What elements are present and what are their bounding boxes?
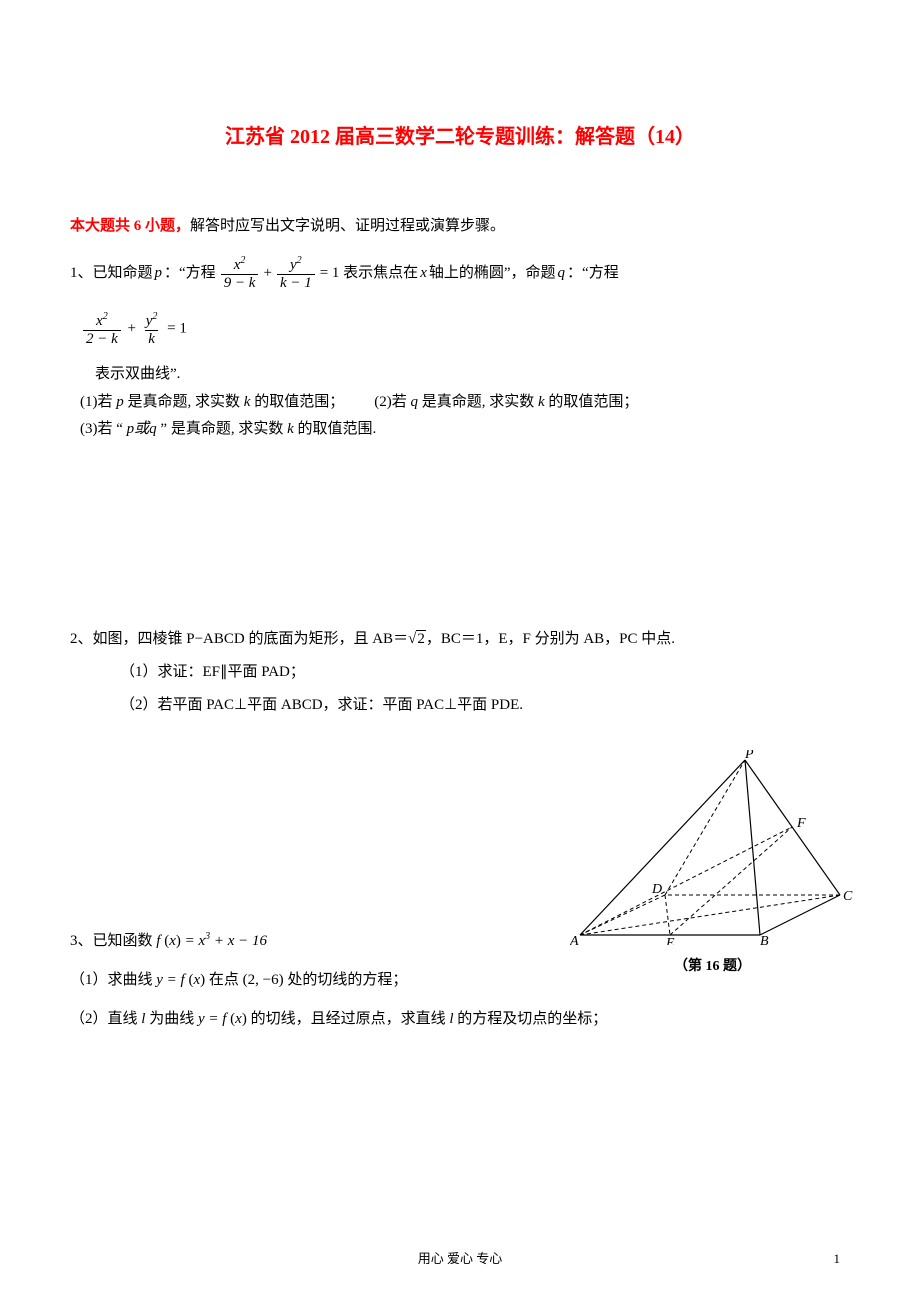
q1s2-q: q [410, 394, 418, 410]
q1s1-k: k [244, 394, 251, 410]
q2-sub2: （2）若平面 PAC⊥平面 ABCD，求证：平面 PAC⊥平面 PDE. [120, 689, 850, 722]
frac-1: x2 9 − k [221, 255, 259, 291]
q2-l1b: ，BC＝1，E，F 分别为 AB，PC 中点. [426, 631, 675, 647]
q1-eq-text: = 1 表示焦点在 [320, 260, 418, 287]
q1-colon: ：“方程 [164, 260, 216, 287]
q1-sub2: (2)若 q 是真命题, 求实数 k 的取值范围； [374, 389, 638, 416]
sup-2c: 2 [103, 311, 108, 322]
q3-fx: f (x) = x3 + x − 16 [156, 933, 267, 949]
q3s2-fx: y = f (x) [198, 1011, 247, 1027]
page-number: 1 [834, 1251, 841, 1267]
q1-x: x [420, 260, 427, 287]
q1s2a: (2)若 [374, 394, 407, 410]
q1s2c: 的取值范围； [548, 394, 638, 410]
q3s2b: 为曲线 [145, 1011, 198, 1027]
q1s1c: 的取值范围； [254, 394, 344, 410]
q3s2-x: x [235, 1011, 242, 1027]
edge-BP [745, 760, 760, 935]
edge-DE [665, 895, 670, 935]
sup-2d: 2 [152, 311, 157, 322]
sqrt-2: 2 [408, 623, 426, 656]
question-2: 2、如图，四棱锥 P−ABCD 的底面为矩形，且 AB＝ 2，BC＝1，E，F 分… [70, 623, 850, 722]
edge-DP [665, 760, 745, 895]
q1s3d: 的取值范围. [298, 421, 377, 437]
frac3-den: 2 − k [83, 330, 121, 348]
label-P: P [744, 750, 754, 762]
frac2-den: k − 1 [277, 274, 315, 292]
pyramid-diagram: P A B C D E F [570, 750, 855, 945]
plus-sign-2: + [128, 320, 140, 336]
q1s3b: p或q [127, 421, 157, 437]
edge-CP [745, 760, 840, 895]
q1-p: p [155, 260, 163, 287]
q1s1b: 是真命题, 求实数 [128, 394, 241, 410]
label-D: D [651, 882, 662, 897]
frac-4: y2 k [143, 311, 161, 347]
q3-eq: = x [181, 933, 205, 949]
q1-prefix: 1、已知命题 [70, 260, 153, 287]
q1s3c: ” 是真命题, 求实数 [160, 421, 283, 437]
q1-q-text: ：“方程 [567, 260, 619, 287]
q1s3a: (3)若 “ [80, 421, 123, 437]
frac4-den: k [145, 330, 158, 348]
q3s2d: 的切线，且经过原点，求直线 [247, 1011, 450, 1027]
q1-subquestions-row: (1)若 p 是真命题, 求实数 k 的取值范围； (2)若 q 是真命题, 求… [80, 389, 850, 416]
q1s3-k: k [287, 421, 294, 437]
q1-hyperbola-text: 表示双曲线”. [95, 359, 850, 389]
frac2-num: y [290, 257, 297, 273]
q3s1b: y = f [156, 972, 184, 988]
q2-l1a: 2、如图，四棱锥 P−ABCD 的底面为矩形，且 AB＝ [70, 631, 408, 647]
plus-sign-1: + [263, 260, 271, 287]
frac-3: x2 2 − k [83, 311, 121, 347]
figure-caption: （第 16 题） [570, 955, 855, 975]
q3s2e: 的方程及切点的坐标； [454, 1011, 608, 1027]
q2-sub1: （1）求证：EF∥平面 PAD； [120, 656, 850, 689]
q3-l1a: 3、已知函数 [70, 933, 156, 949]
document-title: 江苏省 2012 届高三数学二轮专题训练：解答题（14） [70, 120, 850, 149]
frac-2: y2 k − 1 [277, 255, 315, 291]
q3s2c: y = f [198, 1011, 226, 1027]
q1-axis-text: 轴上的椭圆”，命题 [429, 260, 556, 287]
label-C: C [843, 889, 853, 904]
q1s2b: 是真命题, 求实数 [422, 394, 535, 410]
q1-eq1: = 1 [167, 320, 187, 336]
sqrt-val: 2 [416, 630, 426, 647]
frac1-den: 9 − k [221, 274, 259, 292]
q3-x: x [169, 933, 176, 949]
label-E: E [665, 936, 675, 945]
edge-EF [670, 827, 792, 935]
question-1: 1、已知命题 p ：“方程 x2 9 − k + y2 k − 1 = 1 表示… [70, 255, 850, 443]
intro-text: 解答时应写出文字说明、证明过程或演算步骤。 [190, 218, 505, 234]
q1-equation-2: x2 2 − k + y2 k = 1 [80, 311, 850, 347]
frac3-num: x [96, 313, 103, 329]
q3-sub2: （2）直线 l 为曲线 y = f (x) 的切线，且经过原点，求直线 l 的方… [70, 1000, 850, 1039]
label-B: B [760, 934, 769, 945]
sup-2b: 2 [297, 255, 302, 266]
q1-sub1: (1)若 p 是真命题, 求实数 k 的取值范围； [80, 389, 344, 416]
q3s2a: （2）直线 [70, 1011, 141, 1027]
label-F: F [796, 816, 806, 831]
q3-f: f [156, 933, 160, 949]
q1-q: q [558, 260, 566, 287]
label-A: A [570, 934, 579, 945]
footer-motto: 用心 爱心 专心 [70, 1248, 850, 1267]
q3s1-fx: y = f (x) [156, 972, 205, 988]
instructions: 本大题共 6 小题，解答时应写出文字说明、证明过程或演算步骤。 [70, 214, 850, 235]
q1-stem-line1: 1、已知命题 p ：“方程 x2 9 − k + y2 k − 1 = 1 表示… [70, 255, 850, 291]
intro-emphasis: 本大题共 6 小题， [70, 218, 190, 234]
q1s1a: (1)若 [80, 394, 113, 410]
edge-AP [580, 760, 745, 935]
edge-BC [760, 895, 840, 935]
q3s1c: 在点 (2, −6) 处的切线的方程； [205, 972, 407, 988]
q1s1-p: p [116, 394, 124, 410]
q3s1a: （1）求曲线 [70, 972, 156, 988]
q1s2-k: k [538, 394, 545, 410]
q3-plus: + x − 16 [210, 933, 267, 949]
sup-2a: 2 [240, 255, 245, 266]
q1-sub3: (3)若 “ p或q ” 是真命题, 求实数 k 的取值范围. [80, 416, 850, 443]
figure-16: P A B C D E F （第 16 题） [570, 750, 855, 975]
q2-stem: 2、如图，四棱锥 P−ABCD 的底面为矩形，且 AB＝ 2，BC＝1，E，F 分… [70, 623, 850, 656]
